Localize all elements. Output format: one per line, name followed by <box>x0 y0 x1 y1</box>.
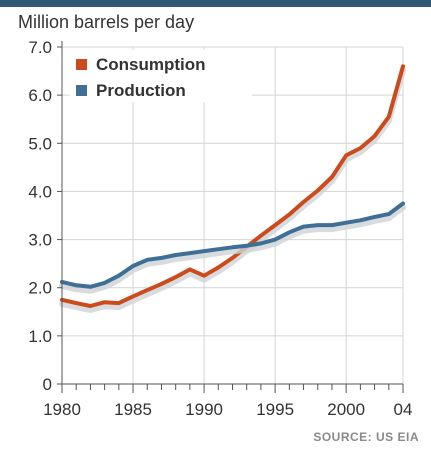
y-tick-label: 3.0 <box>28 231 52 250</box>
legend-background <box>70 50 252 102</box>
x-tick-label: 1995 <box>256 400 294 419</box>
series-line-production <box>60 201 405 289</box>
axes: 0 1.0 2.0 3.0 4.0 5.0 6.0 7.0 1980 1985 1990 1995 20… <box>28 38 412 419</box>
series-lines <box>59 64 406 313</box>
x-tick-label: 04 <box>394 400 413 419</box>
gridlines <box>62 46 404 384</box>
legend-label-production: Production <box>96 81 186 100</box>
x-tick-label: 1980 <box>43 400 81 419</box>
x-tick-label: 2000 <box>327 400 365 419</box>
y-tick-label: 5.0 <box>28 134 52 153</box>
legend-label-consumption: Consumption <box>96 55 206 74</box>
legend-swatch-consumption <box>76 59 87 70</box>
x-tick-label: 1990 <box>185 400 223 419</box>
y-tick-label: 2.0 <box>28 279 52 298</box>
series-shadow <box>59 204 406 294</box>
y-tick-label: 4.0 <box>28 182 52 201</box>
series-line-consumption <box>60 64 405 308</box>
x-tick-label: 1985 <box>114 400 152 419</box>
y-tick-label: 7.0 <box>28 38 52 57</box>
series-shadow <box>59 67 406 313</box>
source-note: SOURCE: US EIA <box>313 430 419 444</box>
legend-swatch-production <box>76 85 87 96</box>
header-bar <box>0 0 431 7</box>
y-tick-label: 1.0 <box>28 327 52 346</box>
y-tick-label: 6.0 <box>28 86 52 105</box>
y-axis-unit-label: Million barrels per day <box>18 12 195 32</box>
legend: Consumption Production <box>70 50 252 102</box>
y-tick-label: 0 <box>43 375 52 394</box>
